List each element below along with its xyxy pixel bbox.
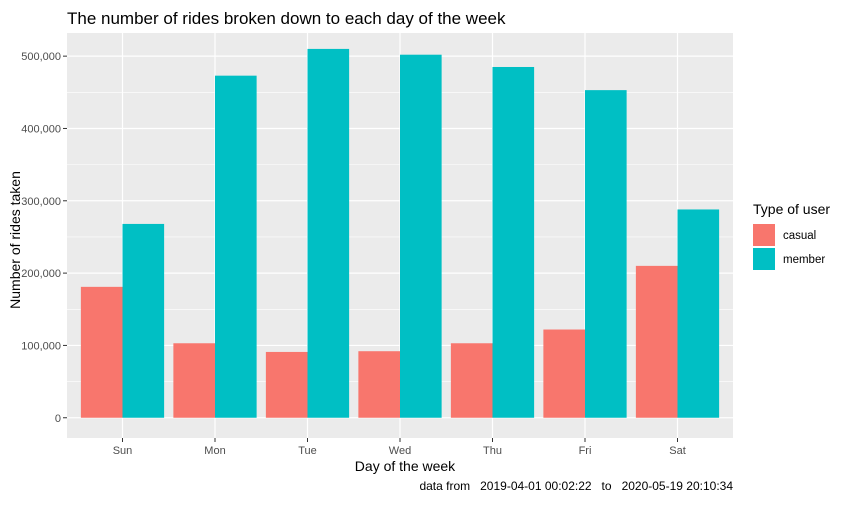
x-tick-label: Wed [389, 445, 411, 457]
x-axis-label: Day of the week [355, 458, 456, 474]
y-tick-label: 100,000 [21, 340, 61, 352]
bar-casual-sun [80, 286, 123, 418]
bar-member-sun [122, 223, 165, 418]
x-tick-label: Sun [113, 445, 133, 457]
bar-member-thu [492, 66, 535, 418]
bar-casual-tue [265, 351, 308, 418]
y-tick-label: 200,000 [21, 268, 61, 280]
bar-casual-sat [635, 265, 678, 418]
x-tick-label: Thu [483, 445, 502, 457]
bar-member-tue [307, 48, 350, 418]
y-axis-label: Number of rides taken [7, 171, 23, 309]
chart-caption: data from 2019-04-01 00:02:22 to 2020-05… [419, 479, 733, 493]
legend-title: Type of user [753, 201, 830, 217]
bars [80, 48, 720, 418]
bar-member-wed [400, 54, 442, 418]
bar-member-sat [677, 209, 720, 418]
y-tick-label: 500,000 [21, 51, 61, 63]
x-tick-label: Fri [579, 445, 592, 457]
bar-member-mon [215, 75, 257, 418]
bar-casual-fri [543, 329, 585, 418]
legend: Type of user casual member [753, 201, 830, 270]
chart-title: The number of rides broken down to each … [67, 9, 506, 28]
y-tick-label: 300,000 [21, 196, 61, 208]
bar-casual-wed [358, 351, 400, 418]
y-tick-label: 0 [55, 413, 61, 425]
legend-label-member: member [783, 254, 825, 266]
legend-key-casual [753, 224, 775, 246]
legend-label-casual: casual [783, 230, 816, 242]
bar-casual-mon [173, 343, 215, 418]
bar-casual-thu [450, 343, 493, 418]
x-axis: Sun Mon Tue Wed Thu Fri Sat [113, 438, 686, 457]
y-axis: 0 100,000 200,000 300,000 400,000 500,000 [21, 51, 67, 425]
y-tick-label: 400,000 [21, 123, 61, 135]
bar-member-fri [585, 90, 627, 418]
legend-key-member [753, 248, 775, 270]
x-tick-label: Mon [204, 445, 225, 457]
x-tick-label: Sat [669, 445, 686, 457]
x-tick-label: Tue [298, 445, 317, 457]
